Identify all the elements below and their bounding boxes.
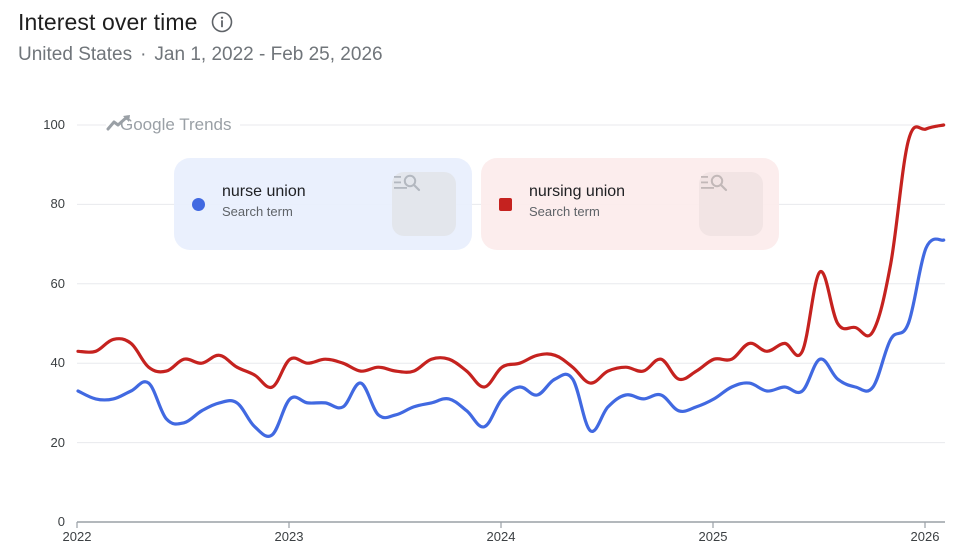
chart-subtitle: United States · Jan 1, 2022 - Feb 25, 2026 (18, 44, 383, 66)
y-tick-label: 40 (50, 355, 65, 371)
y-tick-label: 60 (50, 275, 65, 291)
explore-term-button[interactable] (392, 172, 456, 236)
x-tick-label: 2026 (910, 529, 940, 544)
date-range-label[interactable]: Jan 1, 2022 - Feb 25, 2026 (154, 44, 383, 65)
watermark-label: Google Trends (120, 115, 232, 134)
x-tick-label: 2024 (486, 529, 516, 544)
explore-term-button[interactable] (699, 172, 763, 236)
separator: · (140, 44, 147, 65)
legend-term: nursing union (529, 183, 626, 200)
series-marker-square (499, 197, 512, 211)
y-tick-label: 20 (50, 434, 65, 450)
x-tick-label: 2025 (698, 529, 728, 544)
info-icon[interactable] (211, 11, 233, 33)
region-label[interactable]: United States (18, 44, 133, 65)
x-tick-label: 2022 (62, 529, 92, 544)
y-tick-label: 100 (43, 117, 65, 132)
legend-text: nurse union Search term (222, 183, 306, 219)
legend-subtitle: Search term (222, 204, 293, 219)
chart-header: Interest over time United States · Jan 1, … (18, 6, 383, 66)
y-tick-label: 80 (50, 196, 65, 212)
series-line-nursing-union[interactable] (76, 123, 946, 390)
legend-text: nursing union Search term (529, 183, 625, 219)
title-row: Interest over time (18, 6, 383, 38)
series-line-nurse-union[interactable] (76, 237, 946, 438)
x-tick-label: 2023 (274, 529, 304, 544)
legend-item-nurse-union[interactable]: nurse union Search term (174, 158, 472, 250)
google-trends-watermark: Google Trends (106, 115, 240, 135)
page-title: Interest over time (18, 8, 198, 35)
series-marker-circle (192, 197, 205, 211)
legend-item-nursing-union[interactable]: nursing union Search term (481, 158, 779, 250)
y-tick-label: 0 (57, 514, 65, 529)
legend-subtitle: Search term (529, 204, 600, 219)
legend-term: nurse union (222, 183, 306, 200)
